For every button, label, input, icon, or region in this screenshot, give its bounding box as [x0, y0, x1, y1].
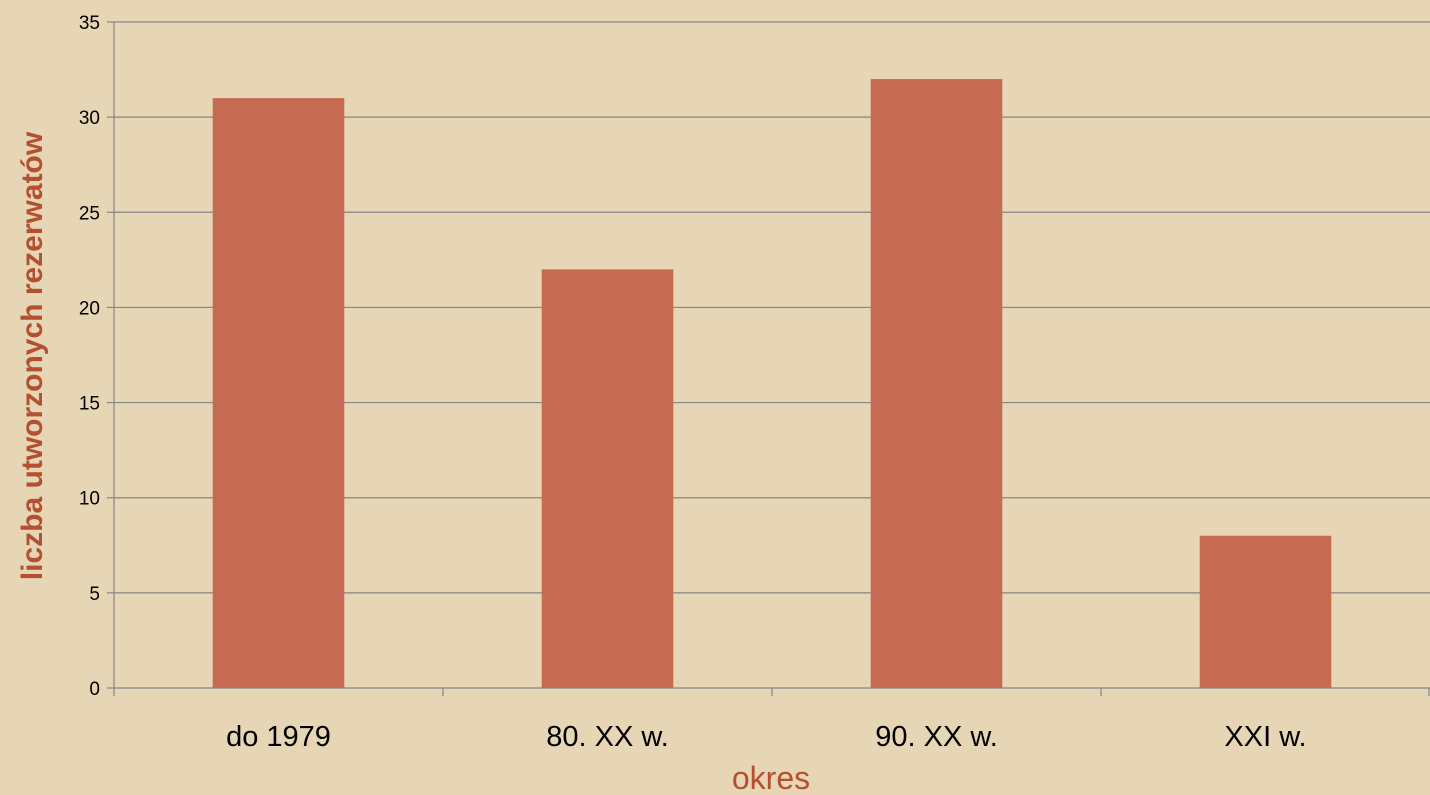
x-axis-title: okres [732, 760, 810, 795]
bars [212, 79, 1332, 689]
bar [870, 79, 1003, 689]
y-tick-label: 5 [89, 584, 100, 605]
x-axis-category-labels: do 1979 80. XX w. 90. XX w. XXI w. [226, 721, 1307, 753]
x-category-label: 80. XX w. [546, 721, 669, 753]
x-axis [113, 687, 1430, 696]
y-tick-label: 0 [89, 679, 100, 700]
y-tick-label: 15 [79, 394, 100, 415]
y-axis-ticks: 0 5 10 15 20 25 30 35 [79, 13, 115, 700]
y-tick-label: 35 [79, 13, 100, 34]
bar [212, 98, 345, 689]
x-category-label: do 1979 [226, 721, 331, 753]
y-axis-title: liczba utworzonych rezerwatów [16, 131, 49, 580]
x-category-label: XXI w. [1224, 721, 1306, 753]
y-tick-label: 25 [79, 203, 100, 224]
bar [541, 269, 674, 688]
x-category-label: 90. XX w. [875, 721, 998, 753]
y-tick-label: 20 [79, 298, 100, 319]
bar [1199, 535, 1332, 688]
y-tick-label: 30 [79, 108, 100, 129]
y-tick-label: 10 [79, 489, 100, 510]
